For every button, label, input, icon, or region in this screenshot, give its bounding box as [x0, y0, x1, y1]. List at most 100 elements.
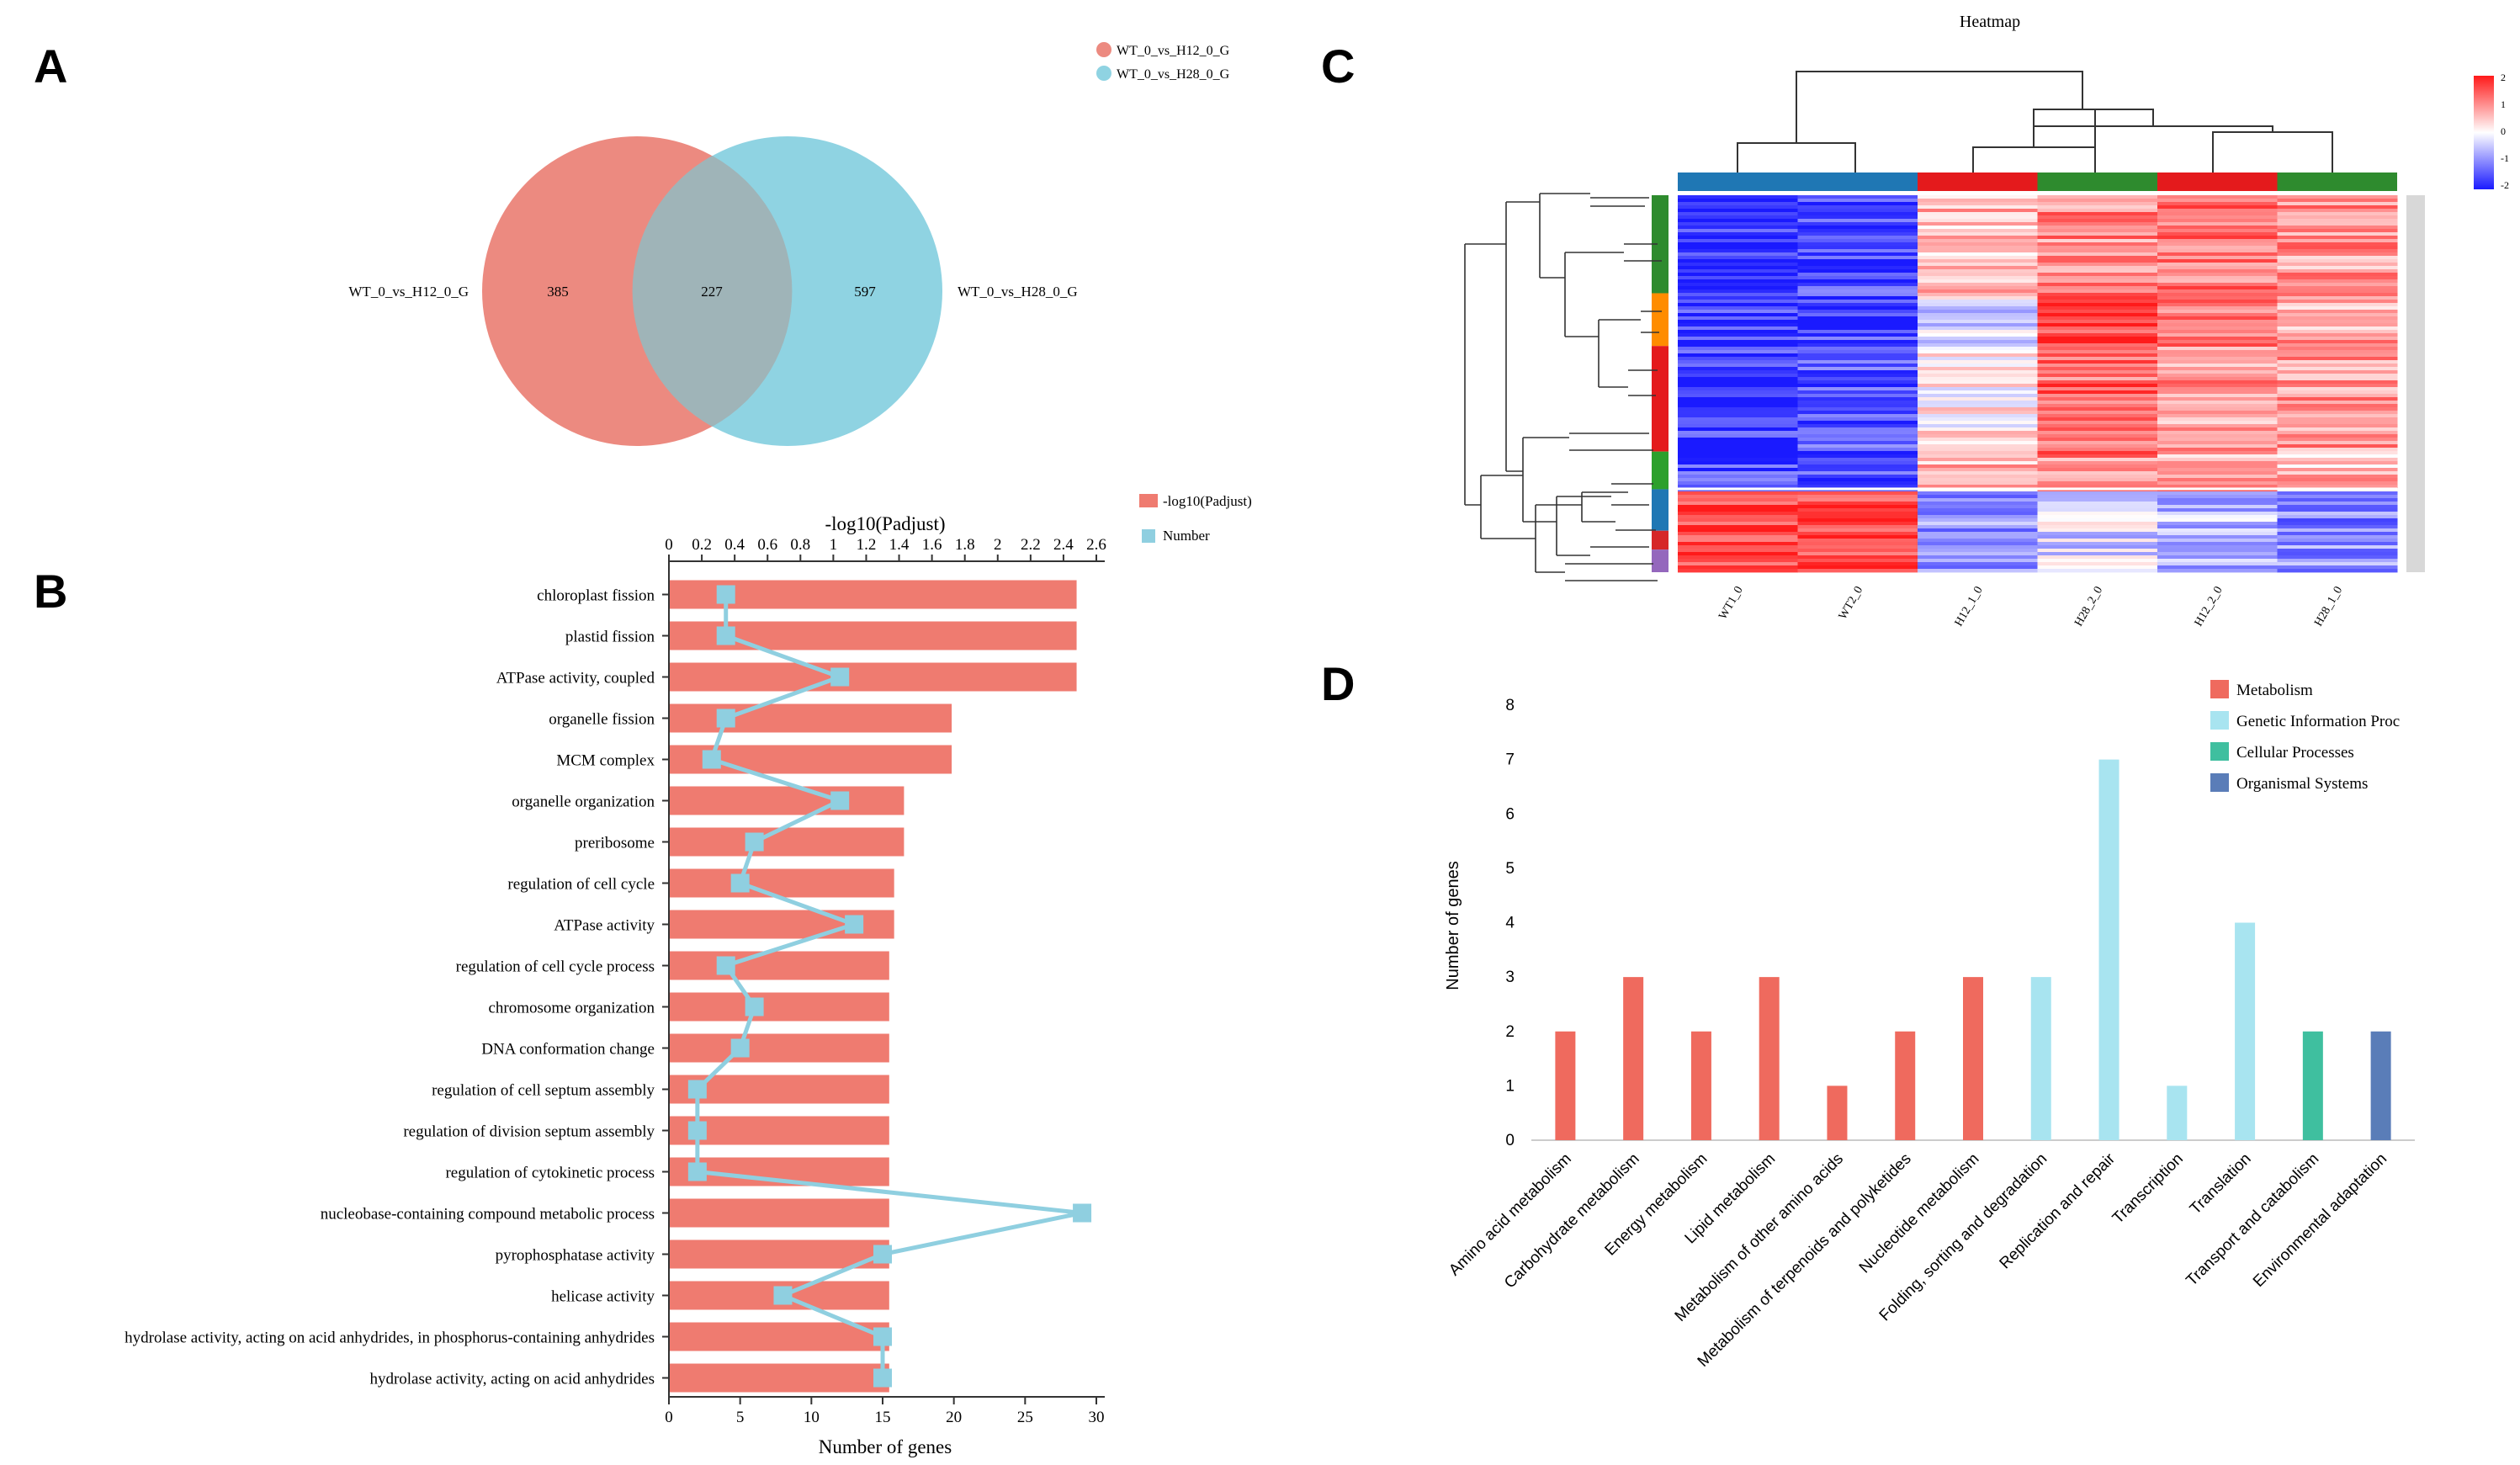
heatmap-cell — [1918, 333, 2038, 337]
heatmap-cell — [2157, 286, 2278, 290]
go-term-label: chromosome organization — [488, 1000, 655, 1017]
heatmap-cell — [2037, 475, 2158, 479]
heatmap-cell — [1797, 508, 1918, 512]
heatmap-cell — [2157, 249, 2278, 253]
heatmap-cell — [2037, 434, 2158, 438]
heatmap-cell — [2037, 326, 2158, 331]
heatmap-cell — [1678, 229, 1798, 233]
venn-legend-swatch-h28 — [1096, 66, 1111, 81]
heatmap-cell — [2037, 451, 2158, 455]
heatmap-cell — [1797, 350, 1918, 354]
heatmap-cell — [1918, 468, 2038, 472]
heatmap-cell — [1678, 451, 1798, 455]
heatmap-cell — [2277, 485, 2398, 489]
heatmap-cell — [2277, 320, 2398, 324]
heatmap-cell — [1797, 491, 1918, 496]
heatmap-cell — [1797, 552, 1918, 556]
heatmap-cell — [2277, 495, 2398, 499]
heatmap-cell — [1678, 343, 1798, 348]
heatmap-cell — [2037, 283, 2158, 287]
heatmap-cell — [1678, 215, 1798, 220]
heatmap-cell — [1797, 535, 1918, 539]
heatmap-cell — [2157, 219, 2278, 223]
heatmap-cell — [2277, 458, 2398, 462]
heatmap-cell — [1918, 485, 2038, 489]
heatmap-cell — [2037, 414, 2158, 418]
heatmap-cell — [1918, 300, 2038, 304]
heatmap-cell — [1678, 535, 1798, 539]
heatmap-cell — [1797, 542, 1918, 546]
heatmap-cell — [1797, 269, 1918, 273]
heatmap-cell — [2037, 508, 2158, 512]
heatmap-cell — [2157, 522, 2278, 526]
heatmap-cell — [2037, 212, 2158, 216]
heatmap-cell — [2157, 481, 2278, 486]
heatmap-cell — [2037, 367, 2158, 371]
column-group-bar — [1918, 173, 2038, 191]
venn-legend: WT_0_vs_H12_0_G WT_0_vs_H28_0_G — [1096, 42, 1230, 82]
heatmap-cell — [1678, 387, 1798, 391]
heatmap-cell — [2157, 303, 2278, 307]
heatmap-cell — [1797, 195, 1918, 199]
heatmap-cell — [1797, 525, 1918, 529]
kegg-legend-label: Organismal Systems — [2236, 775, 2368, 793]
row-cluster-bar — [1652, 195, 1669, 294]
heatmap-cell — [2277, 417, 2398, 422]
heatmap-cell — [2037, 370, 2158, 374]
heatmap-cell — [1797, 495, 1918, 499]
heatmap-cell — [1797, 515, 1918, 519]
heatmap-cell — [1678, 377, 1798, 381]
heatmap-cell — [2277, 438, 2398, 442]
venn-count-h28-only: 597 — [854, 284, 876, 300]
heatmap-cell — [2157, 293, 2278, 297]
heatmap-cell — [1797, 555, 1918, 560]
heatmap-cell — [2037, 569, 2158, 573]
heatmap-cell — [2037, 239, 2158, 243]
heatmap-cell — [1918, 508, 2038, 512]
heatmap-cell — [2157, 444, 2278, 449]
heatmap-cell — [1797, 347, 1918, 351]
heatmap-cell — [1797, 512, 1918, 516]
heatmap-cell — [2037, 279, 2158, 284]
heatmap-cell — [2037, 353, 2158, 358]
bottom-tick-label: 20 — [946, 1409, 962, 1426]
heatmap-cell — [2277, 518, 2398, 523]
heatmap-cell — [2037, 289, 2158, 294]
heatmap-cell — [2037, 454, 2158, 459]
heatmap-cell — [1678, 471, 1798, 475]
heatmap-cell — [2157, 458, 2278, 462]
go-term-label: ATPase activity — [554, 917, 655, 935]
heatmap-cell — [1678, 522, 1798, 526]
heatmap-cell — [2157, 313, 2278, 317]
heatmap-cell — [1918, 212, 2038, 216]
kegg-category-label: Replication and repair — [1997, 1149, 2119, 1272]
heatmap-cell — [1797, 559, 1918, 563]
heatmap-cell — [2157, 246, 2278, 250]
heatmap-cell — [2157, 451, 2278, 455]
top-tick-label: 2.2 — [1021, 536, 1041, 554]
heatmap-cell — [2037, 478, 2158, 482]
heatmap-cell — [2157, 528, 2278, 533]
number-marker — [1073, 1203, 1092, 1223]
heatmap-cell — [2277, 259, 2398, 263]
heatmap-cell — [2277, 283, 2398, 287]
heatmap-cell — [1678, 370, 1798, 374]
heatmap-cell — [2037, 229, 2158, 233]
number-marker — [845, 915, 864, 934]
top-tick-label: 1.8 — [955, 536, 975, 554]
number-marker — [873, 1245, 892, 1264]
heatmap-cell — [1918, 431, 2038, 435]
heatmap-cell — [2157, 289, 2278, 294]
heatmap-cell — [1797, 498, 1918, 502]
kegg-bar — [1827, 1085, 1848, 1140]
heatmap-cell — [2157, 549, 2278, 553]
heatmap-cell — [2277, 300, 2398, 304]
heatmap-cell — [2277, 464, 2398, 469]
heatmap-cell — [1918, 384, 2038, 388]
heatmap-cell — [1797, 367, 1918, 371]
heatmap-cell — [2037, 411, 2158, 415]
heatmap-cell — [1678, 256, 1798, 260]
heatmap-cell — [2037, 357, 2158, 361]
heatmap-cell — [2277, 569, 2398, 573]
padjust-bar — [669, 992, 889, 1022]
